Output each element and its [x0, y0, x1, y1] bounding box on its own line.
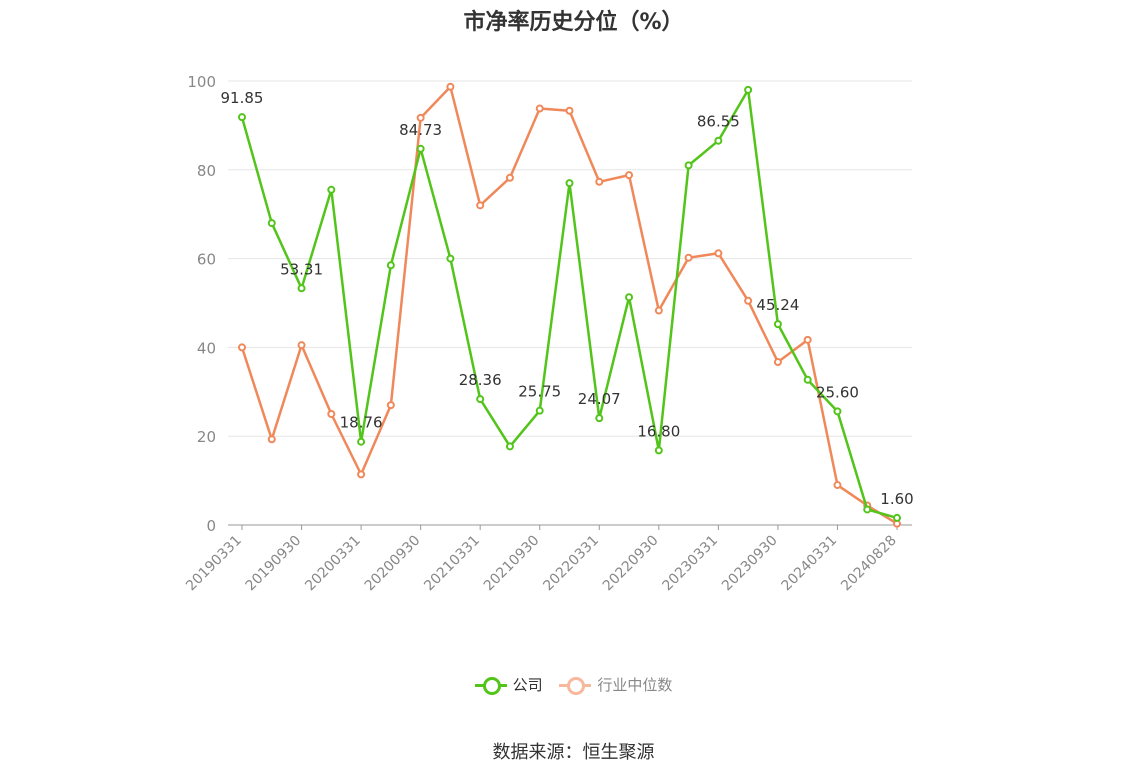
data-point-industry-median	[446, 82, 455, 91]
data-point-company	[744, 85, 753, 94]
data-label: 25.75	[518, 383, 561, 401]
data-label: 25.60	[816, 383, 859, 401]
x-tick-label: 20210930	[481, 533, 543, 595]
y-tick-label: 40	[197, 339, 216, 357]
data-point-industry-median	[684, 253, 693, 262]
data-point-company	[595, 414, 604, 423]
data-point-company	[654, 446, 663, 455]
data-label: 16.80	[637, 422, 680, 440]
data-point-industry-median	[416, 113, 425, 122]
y-tick-label: 0	[206, 517, 216, 535]
y-tick-label: 20	[197, 428, 216, 446]
data-point-company	[773, 320, 782, 329]
data-point-industry-median	[476, 201, 485, 210]
chart-title: 市净率历史分位（%）	[463, 10, 684, 35]
data-point-company	[625, 293, 634, 302]
data-point-industry-median	[803, 335, 812, 344]
data-point-industry-median	[625, 171, 634, 180]
data-point-company	[327, 185, 336, 194]
x-tick-label: 20190331	[183, 533, 245, 595]
data-point-industry-median	[267, 435, 276, 444]
data-label: 18.76	[340, 414, 383, 432]
x-tick-label: 20230930	[719, 533, 781, 595]
data-point-industry-median	[833, 481, 842, 490]
data-point-industry-median	[773, 358, 782, 367]
x-tick-label: 20220930	[600, 533, 662, 595]
data-point-industry-median	[595, 177, 604, 186]
x-tick-label: 20240331	[779, 533, 841, 595]
y-tick-label: 100	[187, 73, 216, 91]
data-point-industry-median	[357, 470, 366, 479]
x-tick-label: 20200331	[302, 533, 364, 595]
data-label: 84.73	[399, 121, 442, 139]
data-point-company	[416, 144, 425, 153]
data-point-company	[297, 284, 306, 293]
data-point-industry-median	[714, 249, 723, 258]
data-label: 24.07	[578, 390, 621, 408]
data-point-industry-median	[565, 106, 574, 115]
x-tick-label: 20220331	[540, 533, 602, 595]
data-point-company	[863, 505, 872, 514]
x-tick-label: 20240828	[838, 533, 900, 595]
legend-label-industry-median: 行业中位数	[597, 676, 673, 694]
data-label: 86.55	[697, 113, 740, 131]
data-point-company	[386, 261, 395, 270]
data-point-company	[267, 219, 276, 228]
data-point-company	[833, 407, 842, 416]
data-label: 28.36	[459, 371, 502, 389]
data-point-company	[357, 437, 366, 446]
data-point-company	[893, 513, 901, 522]
y-tick-label: 80	[197, 162, 216, 180]
data-point-industry-median	[386, 401, 395, 410]
data-point-industry-median	[654, 306, 663, 315]
data-point-company	[238, 113, 246, 122]
legend-label-company: 公司	[512, 676, 543, 694]
data-point-company	[476, 395, 485, 404]
data-point-company	[535, 406, 544, 415]
data-point-company	[565, 179, 574, 188]
data-point-company	[714, 136, 723, 145]
data-label: 53.31	[280, 260, 323, 278]
data-point-company	[446, 254, 455, 263]
data-point-industry-median	[327, 410, 336, 418]
data-source-note: 数据来源：恒生聚源	[492, 742, 655, 763]
data-point-industry-median	[535, 104, 544, 113]
legend-item-company[interactable]: 公司	[474, 674, 543, 695]
data-point-company	[803, 375, 812, 384]
data-point-industry-median	[297, 341, 306, 350]
data-point-industry-median	[238, 343, 246, 352]
legend-item-industry-median[interactable]: 行业中位数	[559, 674, 672, 695]
data-label: 91.85	[221, 89, 264, 107]
x-tick-label: 20230331	[659, 533, 721, 595]
data-point-industry-median	[744, 296, 753, 305]
chart-legend: 公司 行业中位数	[0, 674, 1147, 699]
data-label: 45.24	[756, 296, 799, 314]
x-tick-label: 20200930	[362, 533, 424, 595]
x-tick-label: 20190930	[243, 533, 305, 595]
y-tick-label: 60	[197, 251, 216, 269]
data-point-company	[684, 161, 693, 170]
x-tick-label: 20210331	[421, 533, 483, 595]
data-point-company	[505, 442, 514, 451]
legend-company-marker-icon	[474, 675, 507, 695]
data-label: 1.60	[880, 490, 913, 508]
legend-industry-marker-icon	[559, 675, 592, 695]
data-point-industry-median	[505, 173, 514, 182]
